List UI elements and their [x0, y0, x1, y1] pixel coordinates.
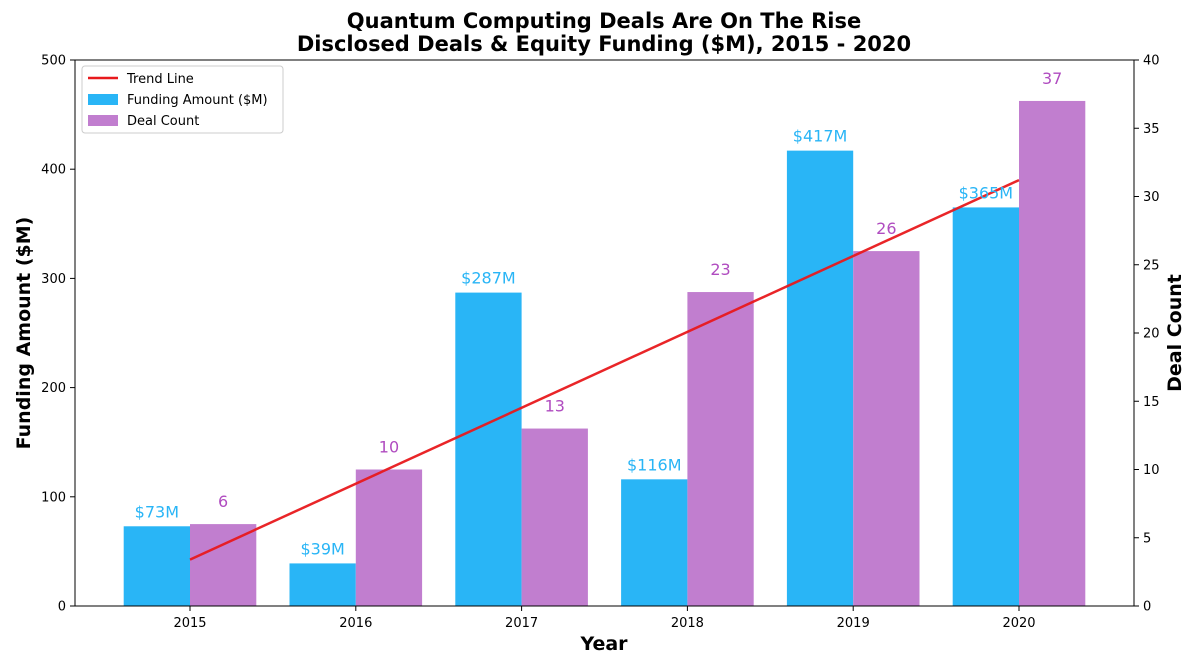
funding-data-label: $417M: [793, 127, 848, 146]
x-tick-label: 2017: [505, 616, 538, 631]
y-tick-label: 0: [58, 600, 66, 615]
deal-count-bar: [190, 524, 257, 606]
data-label-group: $73M 6 $39M 10 $287M 13 $116M 23 $417M 26 $365M 37: [135, 69, 1063, 558]
y-tick-label: 500: [41, 54, 66, 69]
y2-tick-label: 30: [1143, 190, 1160, 205]
legend-label-funding: Funding Amount ($M): [127, 93, 268, 108]
legend-funding-swatch: [88, 94, 118, 105]
chart-title: Quantum Computing Deals Are On The Rise: [347, 9, 861, 33]
legend-label-deals: Deal Count: [127, 114, 199, 129]
y2-tick-label: 15: [1143, 395, 1160, 410]
x-tick-label: 2018: [671, 616, 704, 631]
left-axis: 0 100 200 300 400 500: [41, 54, 75, 615]
funding-data-label: $116M: [627, 455, 682, 474]
deal-count-bar: [521, 428, 588, 606]
chart-subtitle: Disclosed Deals & Equity Funding ($M), 2…: [297, 32, 911, 56]
x-tick-label: 2020: [1002, 616, 1035, 631]
funding-data-label: $365M: [959, 183, 1014, 202]
trend-line-group: [189, 178, 1020, 561]
deal-count-bar: [355, 469, 423, 606]
y2-tick-label: 10: [1143, 463, 1160, 478]
x-tick-label: 2016: [339, 616, 372, 631]
legend-deal-swatch: [88, 115, 118, 126]
funding-bar: [123, 526, 190, 606]
deal-count-data-label: 23: [710, 260, 730, 279]
funding-data-label: $287M: [461, 269, 516, 288]
y2-tick-label: 20: [1143, 327, 1160, 342]
right-axis: 0 5 10 15 20 25 30 35 40: [1134, 54, 1160, 615]
y-tick-label: 400: [41, 163, 66, 178]
y-tick-label: 100: [41, 490, 66, 505]
deal-count-bar: [853, 251, 920, 606]
deal-count-data-label: 26: [876, 219, 896, 238]
legend-box: [81, 65, 284, 134]
y2-tick-label: 40: [1143, 54, 1160, 69]
funding-bar: [952, 207, 1019, 607]
bar-group: [123, 100, 1086, 607]
y-tick-label: 300: [41, 272, 66, 287]
x-tick-label: 2019: [837, 616, 870, 631]
funding-data-label: $39M: [300, 539, 344, 558]
y2-tick-label: 35: [1143, 122, 1160, 137]
deal-count-data-label: 10: [379, 438, 399, 457]
deal-count-data-label: 37: [1042, 69, 1062, 88]
y2-tick-label: 5: [1143, 531, 1151, 546]
funding-bar: [621, 479, 688, 606]
deal-count-bar: [1019, 100, 1086, 606]
y-tick-label: 200: [41, 381, 66, 396]
trend-line: [189, 178, 1020, 561]
x-tick-label: 2015: [173, 616, 206, 631]
y2-tick-label: 25: [1143, 258, 1160, 273]
y2-axis-title: Deal Count: [1164, 274, 1186, 392]
legend: Trend Line Funding Amount ($M) Deal Coun…: [81, 65, 284, 134]
legend-label-trend: Trend Line: [126, 72, 194, 87]
funding-bar: [455, 292, 522, 606]
y-axis-title: Funding Amount ($M): [13, 217, 35, 450]
x-axis-title: Year: [579, 633, 628, 655]
funding-bar: [786, 150, 854, 607]
deal-count-data-label: 6: [218, 492, 228, 511]
funding-bar: [289, 563, 356, 606]
deal-count-bar: [687, 292, 754, 606]
y2-tick-label: 0: [1143, 600, 1151, 615]
funding-data-label: $73M: [135, 502, 179, 521]
deal-count-data-label: 13: [545, 397, 565, 416]
x-axis: 2015 2016 2017 2018 2019 2020: [173, 606, 1036, 631]
